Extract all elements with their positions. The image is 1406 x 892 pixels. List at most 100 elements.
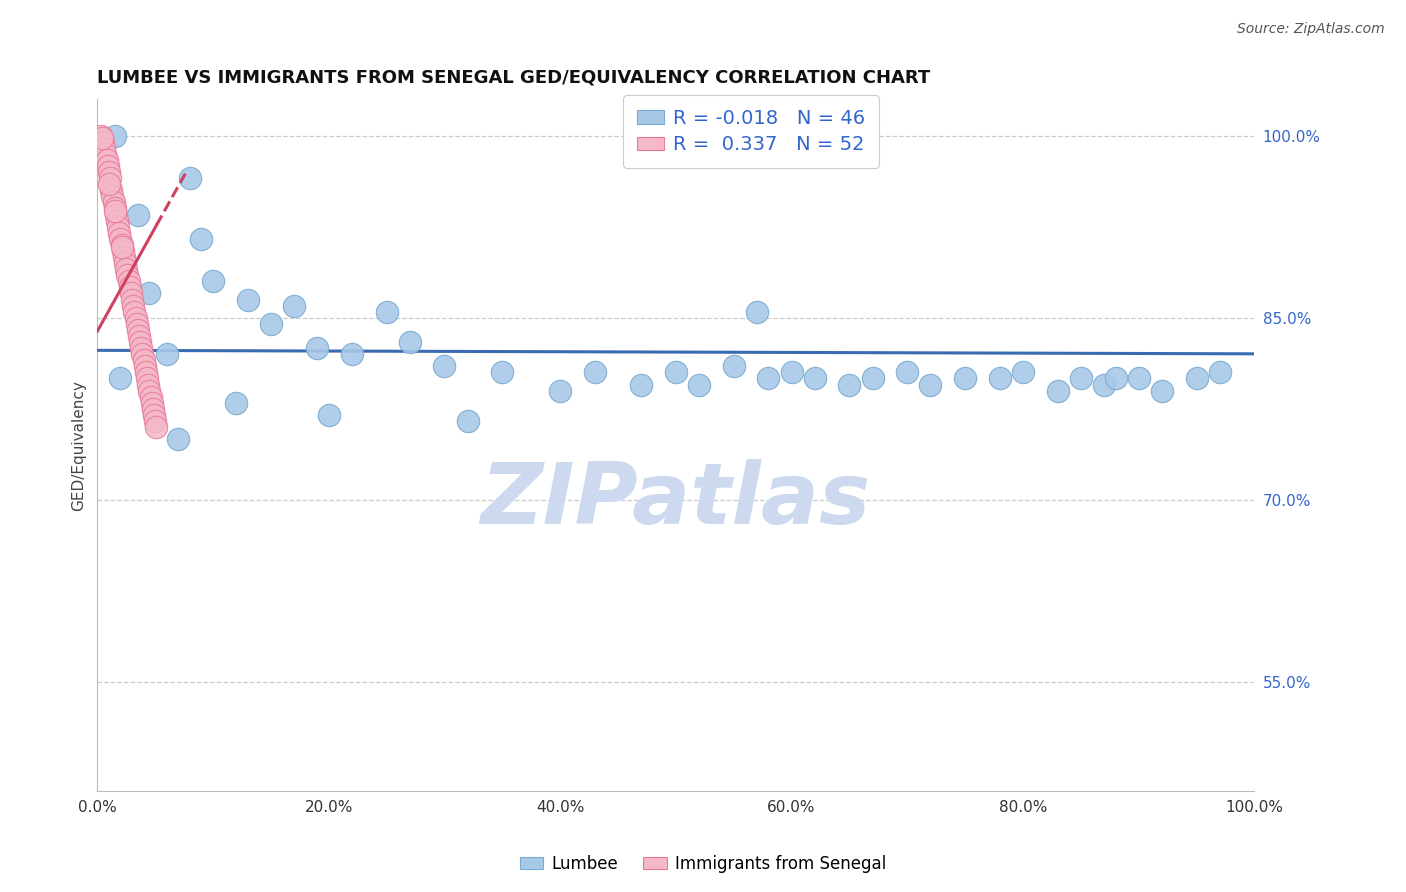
Point [105, 213, 128, 227]
Point [1092, 377, 1115, 392]
Point [143, 414, 166, 428]
Point [225, 395, 247, 409]
Point [112, 250, 135, 264]
Point [108, 226, 131, 240]
Point [665, 365, 688, 379]
Point [117, 274, 139, 288]
Point [398, 334, 420, 349]
Point [122, 299, 145, 313]
Point [920, 377, 942, 392]
Point [104, 202, 127, 216]
Point [145, 420, 167, 434]
Point [1150, 384, 1173, 398]
Point [803, 371, 825, 385]
Point [340, 347, 363, 361]
Point [111, 238, 134, 252]
Point [111, 240, 134, 254]
Point [630, 377, 652, 392]
Point [135, 365, 157, 379]
Point [111, 244, 134, 258]
Point [1012, 365, 1035, 379]
Legend: Lumbee, Immigrants from Senegal: Lumbee, Immigrants from Senegal [513, 848, 893, 880]
Point [136, 377, 159, 392]
Point [117, 268, 139, 283]
Point [110, 232, 132, 246]
Point [433, 359, 456, 374]
Point [90, 128, 112, 143]
Point [202, 274, 225, 288]
Point [103, 195, 125, 210]
Point [128, 329, 150, 343]
Point [491, 365, 513, 379]
Point [139, 390, 162, 404]
Point [114, 256, 136, 270]
Point [548, 384, 571, 398]
Point [120, 286, 142, 301]
Point [138, 286, 160, 301]
Text: Source: ZipAtlas.com: Source: ZipAtlas.com [1237, 22, 1385, 37]
Point [104, 128, 127, 143]
Point [124, 310, 146, 325]
Point [98, 177, 121, 191]
Point [457, 414, 479, 428]
Point [110, 371, 132, 385]
Point [142, 401, 165, 416]
Text: LUMBEE VS IMMIGRANTS FROM SENEGAL GED/EQUIVALENCY CORRELATION CHART: LUMBEE VS IMMIGRANTS FROM SENEGAL GED/EQ… [97, 69, 931, 87]
Point [107, 219, 129, 234]
Point [101, 189, 124, 203]
Point [104, 203, 127, 218]
Point [134, 359, 156, 374]
Point [94, 146, 117, 161]
Legend: R = -0.018   N = 46, R =  0.337   N = 52: R = -0.018 N = 46, R = 0.337 N = 52 [623, 95, 879, 168]
Point [91, 131, 114, 145]
Point [260, 317, 283, 331]
Point [1046, 384, 1069, 398]
Point [141, 395, 163, 409]
Point [307, 341, 329, 355]
Point [104, 208, 127, 222]
Point [98, 171, 121, 186]
Point [156, 347, 179, 361]
Point [236, 293, 259, 307]
Point [97, 165, 120, 179]
Point [129, 334, 152, 349]
Point [118, 280, 141, 294]
Point [127, 323, 149, 337]
Point [953, 371, 976, 385]
Point [97, 159, 120, 173]
Point [124, 304, 146, 318]
Point [862, 371, 884, 385]
Y-axis label: GED/Equivalency: GED/Equivalency [72, 380, 86, 510]
Point [375, 304, 398, 318]
Point [583, 365, 606, 379]
Point [179, 171, 201, 186]
Point [143, 408, 166, 422]
Point [838, 377, 860, 392]
Point [138, 384, 160, 398]
Point [100, 183, 122, 197]
Point [190, 232, 212, 246]
Point [127, 208, 149, 222]
Point [121, 293, 143, 307]
Point [318, 408, 340, 422]
Point [723, 359, 745, 374]
Point [283, 299, 305, 313]
Point [167, 432, 190, 446]
Point [91, 135, 114, 149]
Text: ZIPatlas: ZIPatlas [481, 459, 870, 542]
Point [1128, 371, 1150, 385]
Point [988, 371, 1011, 385]
Point [132, 353, 155, 368]
Point [136, 371, 159, 385]
Point [131, 347, 153, 361]
Point [96, 153, 118, 167]
Point [896, 365, 918, 379]
Point [1070, 371, 1092, 385]
Point [758, 371, 780, 385]
Point [131, 341, 153, 355]
Point [780, 365, 803, 379]
Point [1185, 371, 1208, 385]
Point [745, 304, 768, 318]
Point [688, 377, 710, 392]
Point [1104, 371, 1126, 385]
